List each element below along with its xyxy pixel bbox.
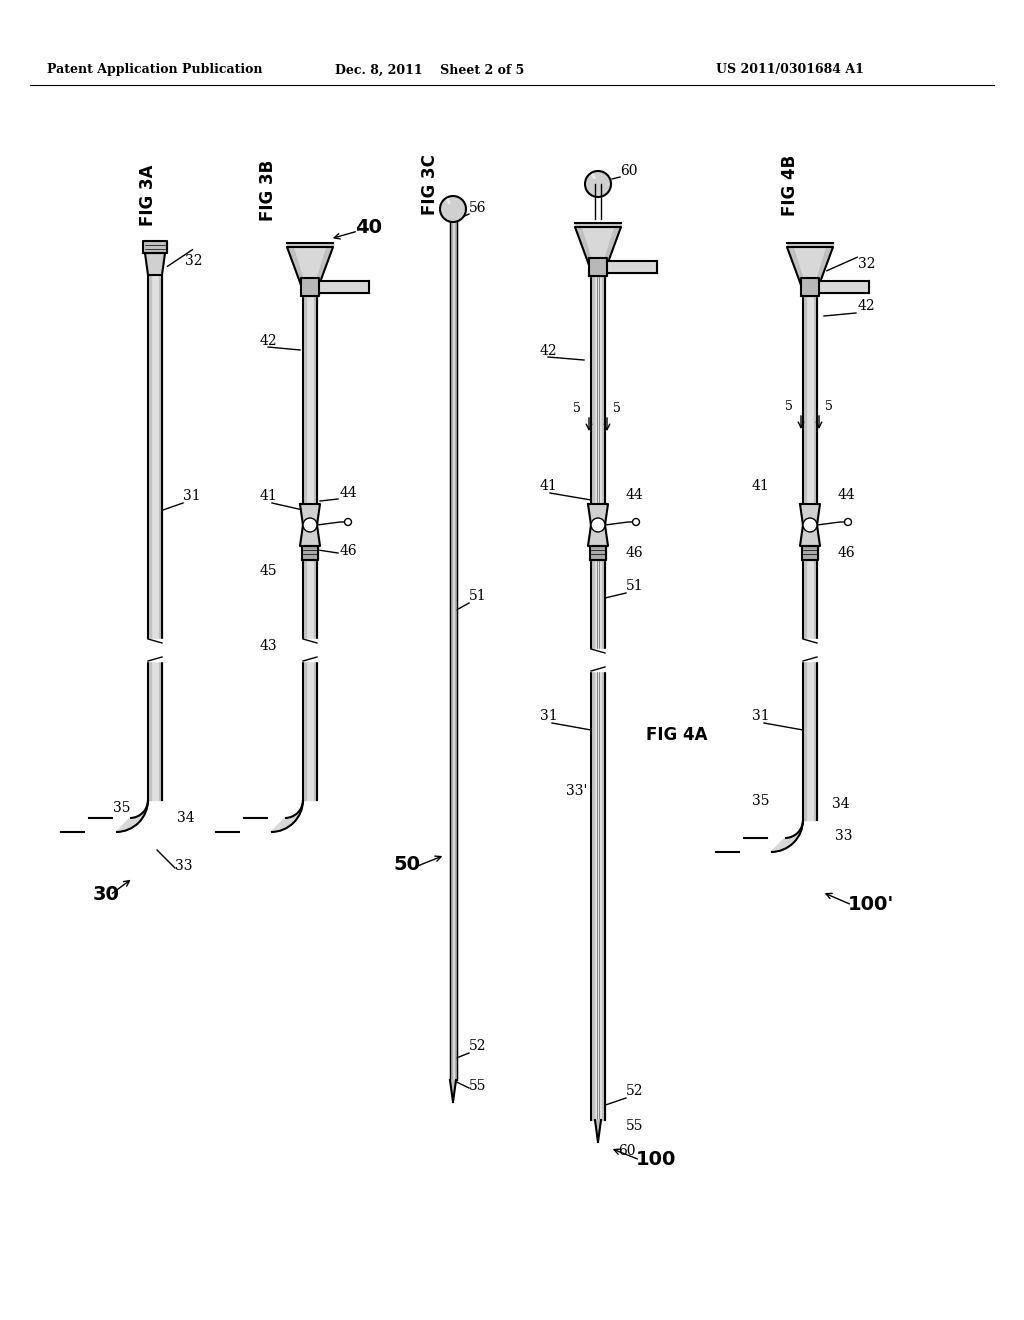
Text: 33': 33': [566, 784, 588, 799]
Text: 55: 55: [469, 1078, 486, 1093]
Text: 41: 41: [752, 479, 770, 492]
Polygon shape: [315, 247, 333, 285]
Polygon shape: [143, 242, 167, 253]
Text: 45: 45: [260, 564, 278, 578]
Text: 100: 100: [636, 1150, 677, 1170]
Text: 42: 42: [858, 300, 876, 313]
Polygon shape: [771, 820, 803, 851]
Text: 32: 32: [858, 257, 876, 271]
Polygon shape: [802, 546, 818, 560]
Polygon shape: [607, 261, 657, 273]
Polygon shape: [145, 253, 165, 275]
Polygon shape: [815, 247, 833, 285]
Circle shape: [633, 519, 640, 525]
Text: 52: 52: [626, 1084, 643, 1098]
Text: 35: 35: [752, 795, 769, 808]
Polygon shape: [450, 1080, 456, 1102]
Polygon shape: [301, 279, 319, 296]
Polygon shape: [588, 525, 608, 546]
Polygon shape: [595, 1119, 601, 1142]
Text: Dec. 8, 2011    Sheet 2 of 5: Dec. 8, 2011 Sheet 2 of 5: [336, 63, 524, 77]
Text: 35: 35: [113, 801, 130, 814]
Text: 44: 44: [626, 488, 644, 502]
Polygon shape: [589, 257, 607, 276]
Polygon shape: [801, 279, 819, 296]
Text: 42: 42: [540, 345, 558, 358]
Text: 52: 52: [469, 1039, 486, 1053]
Text: 5: 5: [785, 400, 793, 413]
Text: 32: 32: [185, 253, 203, 268]
Text: FIG 4B: FIG 4B: [781, 154, 799, 215]
Text: 44: 44: [340, 486, 357, 500]
Text: 5: 5: [573, 403, 581, 414]
Text: 55: 55: [626, 1119, 643, 1133]
Text: 46: 46: [626, 546, 644, 560]
Text: US 2011/0301684 A1: US 2011/0301684 A1: [716, 63, 864, 77]
Polygon shape: [271, 800, 303, 832]
Polygon shape: [287, 247, 305, 285]
Text: 5: 5: [613, 403, 621, 414]
Text: 33: 33: [175, 859, 193, 873]
Text: 34: 34: [831, 797, 850, 810]
Text: 50: 50: [393, 855, 420, 874]
Text: 5: 5: [825, 400, 833, 413]
Circle shape: [803, 517, 817, 532]
Text: 41: 41: [260, 488, 278, 503]
Polygon shape: [787, 247, 805, 285]
Polygon shape: [603, 227, 621, 265]
Polygon shape: [590, 546, 606, 560]
Text: FIG 3B: FIG 3B: [259, 160, 278, 220]
Text: 40: 40: [355, 218, 382, 238]
Polygon shape: [787, 247, 833, 285]
Polygon shape: [300, 525, 319, 546]
Circle shape: [585, 172, 611, 197]
Polygon shape: [319, 281, 369, 293]
Polygon shape: [300, 504, 319, 525]
Polygon shape: [575, 227, 593, 265]
Text: 51: 51: [626, 579, 644, 593]
Text: 51: 51: [469, 589, 486, 603]
Text: 31: 31: [752, 709, 770, 723]
Polygon shape: [287, 247, 333, 285]
Text: 41: 41: [540, 479, 558, 492]
Polygon shape: [800, 525, 820, 546]
Polygon shape: [800, 504, 820, 525]
Text: Patent Application Publication: Patent Application Publication: [47, 63, 263, 77]
Text: 46: 46: [340, 544, 357, 558]
Circle shape: [303, 517, 317, 532]
Polygon shape: [575, 227, 621, 265]
Text: 30: 30: [93, 884, 120, 904]
Text: 44: 44: [838, 488, 856, 502]
Text: 100': 100': [848, 895, 894, 913]
Text: 42: 42: [260, 334, 278, 348]
Text: 43: 43: [260, 639, 278, 653]
Text: 56: 56: [469, 201, 486, 215]
Polygon shape: [302, 546, 318, 560]
Circle shape: [845, 519, 852, 525]
Text: FIG 3A: FIG 3A: [139, 164, 157, 226]
Text: FIG 4A: FIG 4A: [646, 726, 708, 744]
Text: 33: 33: [835, 829, 853, 843]
Text: 46: 46: [838, 546, 856, 560]
Text: 34: 34: [177, 810, 195, 825]
Text: 31: 31: [540, 709, 558, 723]
Polygon shape: [787, 243, 833, 247]
Text: 60: 60: [620, 164, 638, 178]
Polygon shape: [116, 800, 148, 832]
Polygon shape: [575, 223, 621, 227]
Text: 31: 31: [183, 488, 201, 503]
Text: FIG 3C: FIG 3C: [421, 154, 439, 215]
Circle shape: [344, 519, 351, 525]
Polygon shape: [588, 504, 608, 525]
Polygon shape: [287, 243, 333, 247]
Text: 60: 60: [618, 1144, 636, 1158]
Polygon shape: [819, 281, 869, 293]
Circle shape: [440, 195, 466, 222]
Circle shape: [591, 517, 605, 532]
